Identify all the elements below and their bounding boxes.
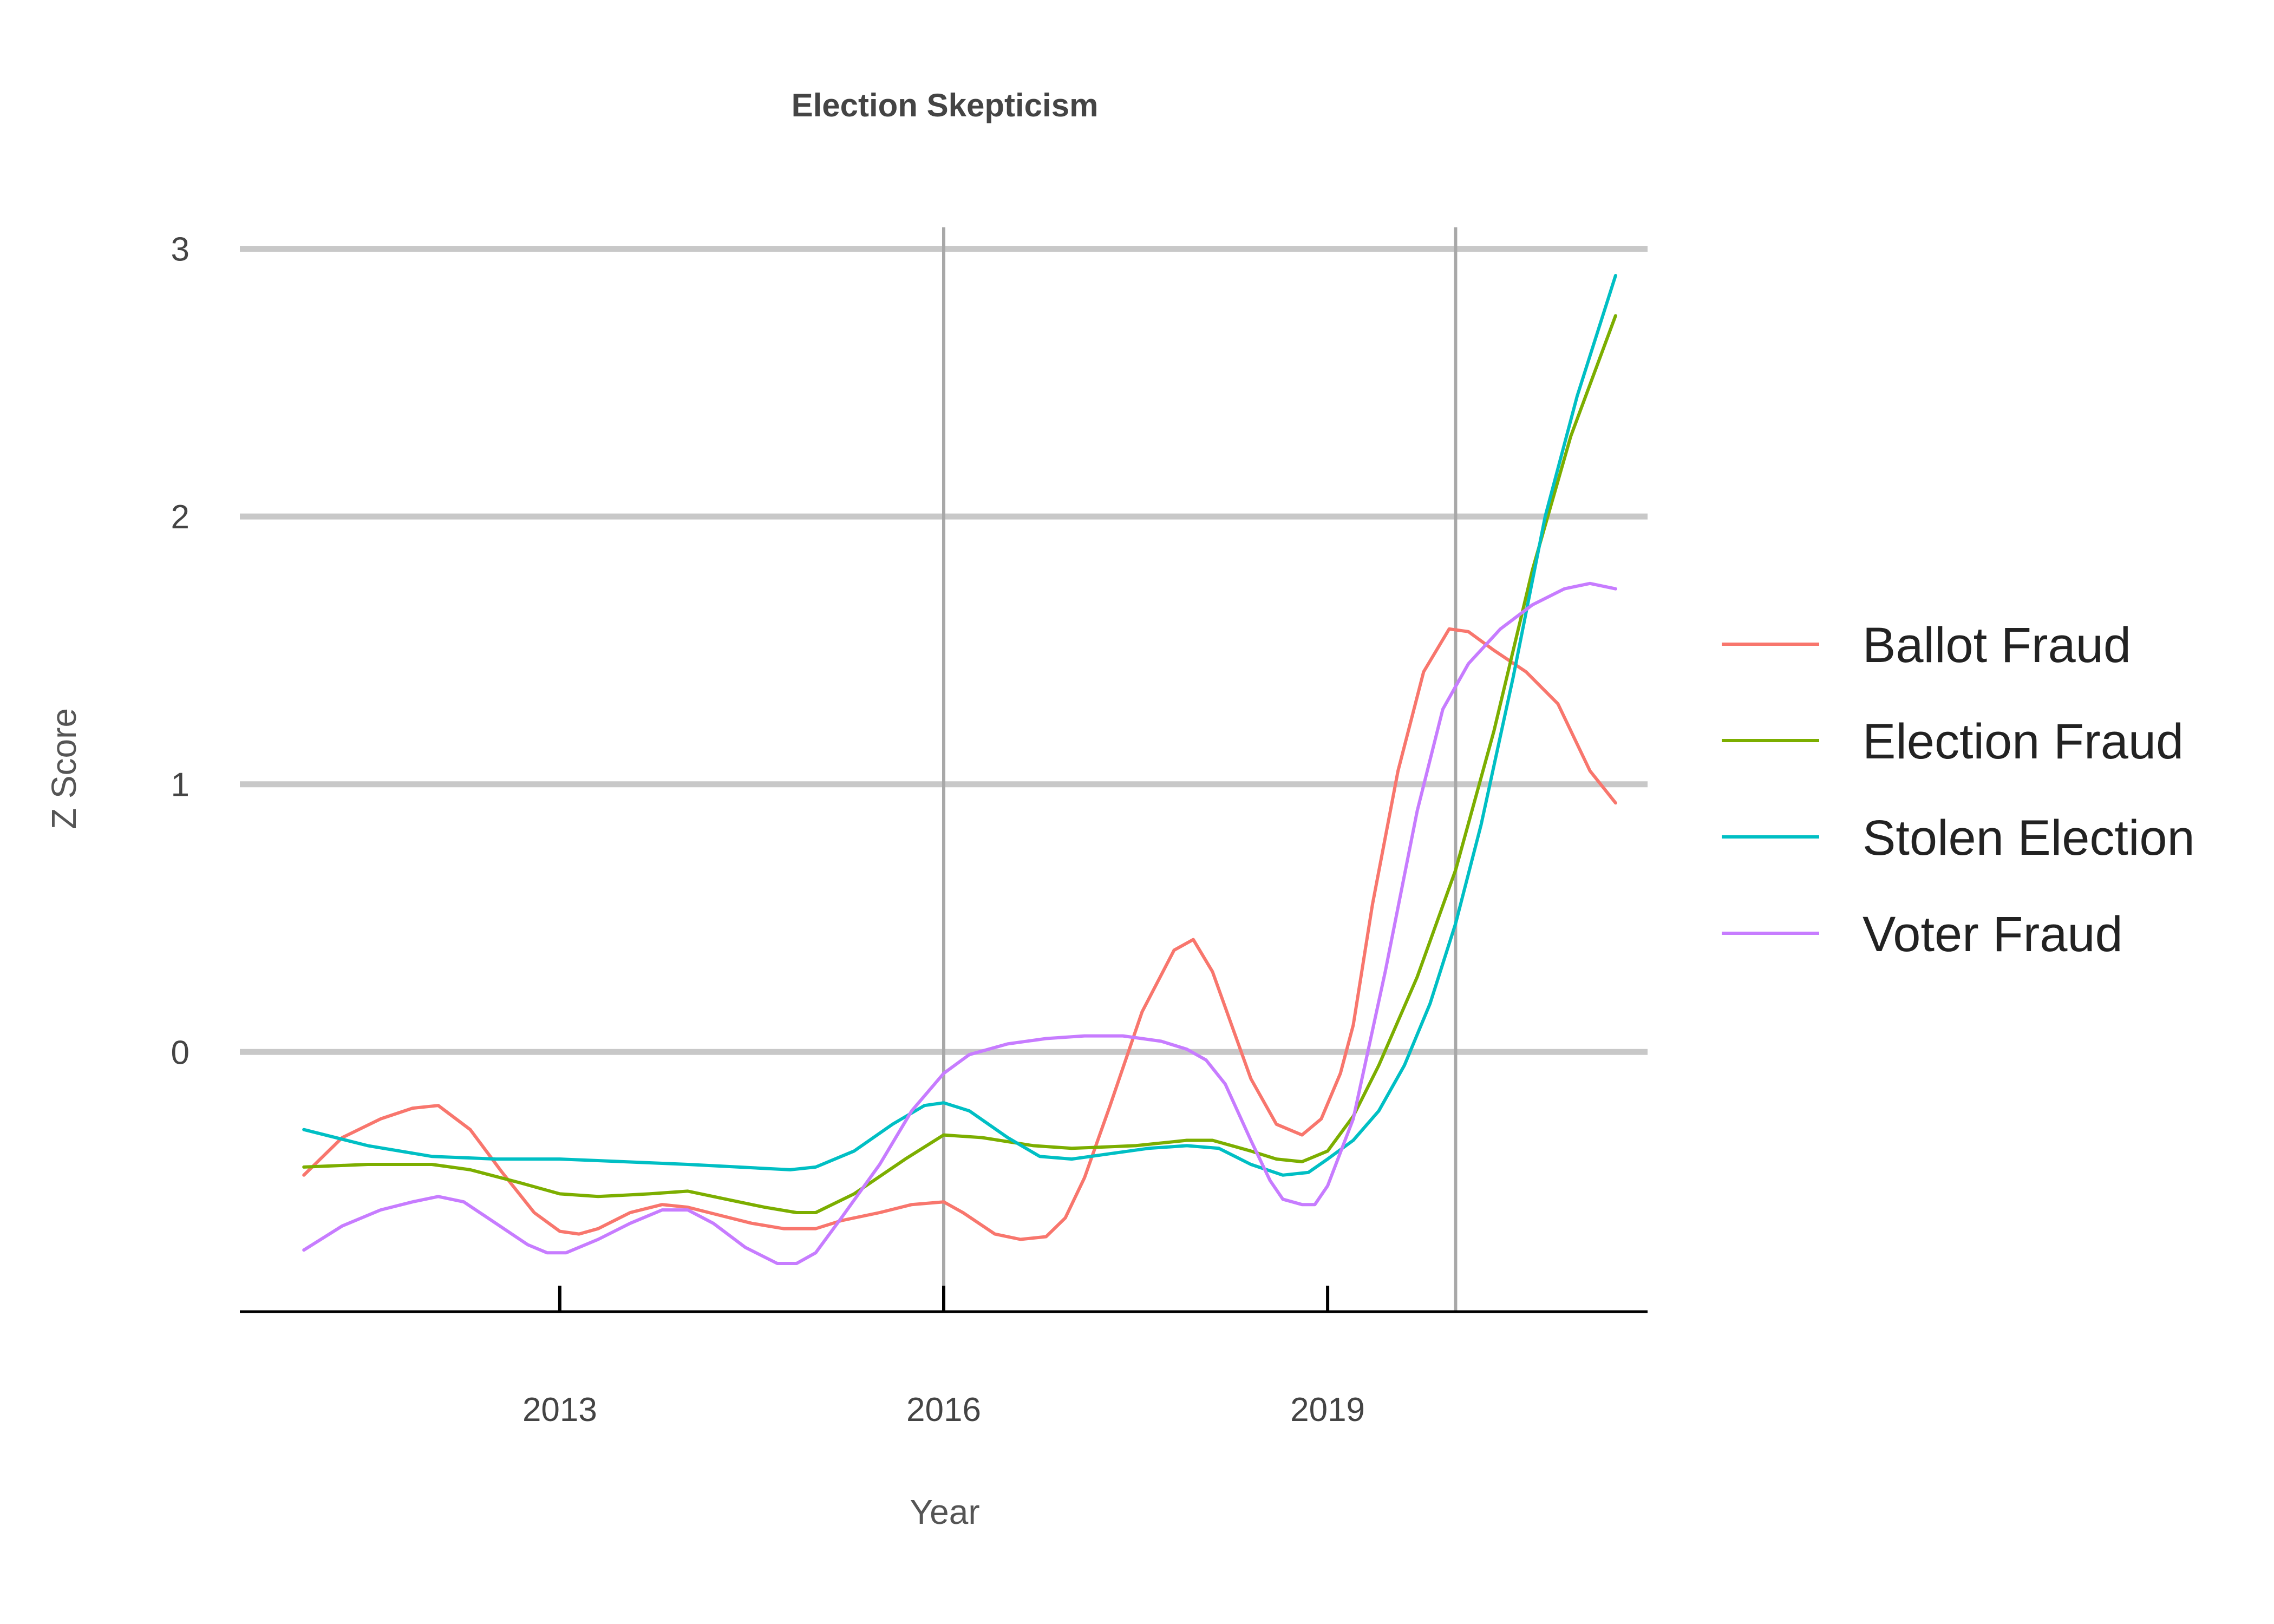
- series-line-stolen-election: [302, 274, 1617, 1177]
- y-tick-label-3: 3: [171, 231, 190, 269]
- y-axis-title: Z Score: [44, 708, 83, 829]
- legend-label-ballot-fraud: Ballot Fraud: [1863, 618, 2131, 673]
- series-layer: [302, 274, 1617, 1265]
- x-axis-title: Year: [910, 1492, 979, 1531]
- y-tick-label-0: 0: [171, 1034, 190, 1071]
- series-line-election-fraud: [302, 314, 1617, 1214]
- legend-label-voter-fraud: Voter Fraud: [1863, 907, 2123, 962]
- y-tick-labels: 0 1 2 3: [171, 231, 190, 1072]
- x-tick-labels: 2013 2016 2019: [522, 1391, 1365, 1429]
- x-tick-label-2016: 2016: [906, 1391, 981, 1429]
- legend: Ballot Fraud Election Fraud Stolen Electio…: [1722, 618, 2195, 962]
- y-tick-label-1: 1: [171, 767, 190, 804]
- reference-lines: [942, 227, 1458, 1312]
- series-line-voter-fraud: [302, 581, 1617, 1265]
- x-tick-label-2013: 2013: [522, 1391, 597, 1429]
- legend-label-stolen-election: Stolen Election: [1863, 810, 2195, 866]
- series-line-ballot-fraud: [302, 627, 1617, 1241]
- chart-title: Election Skepticism: [792, 87, 1099, 123]
- x-tick-label-2019: 2019: [1290, 1391, 1365, 1429]
- legend-label-election-fraud: Election Fraud: [1863, 714, 2184, 769]
- y-tick-label-2: 2: [171, 499, 190, 536]
- x-axis: [240, 1286, 1648, 1313]
